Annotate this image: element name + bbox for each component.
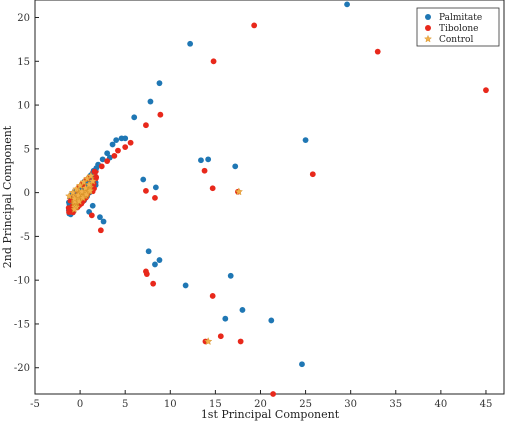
tibolone-point [115,147,121,154]
tibolone-point [97,227,104,234]
control-point [88,176,97,185]
palmitate-point [239,307,246,313]
palmitate-point [227,272,234,279]
tibolone-point [127,139,134,146]
palmitate-point [152,261,158,268]
y-tick-label: -10 [14,276,30,287]
y-tick-label: 0 [24,188,30,199]
tibolone-point [91,168,98,175]
control-cluster-point [70,205,79,213]
tibolone-point [143,268,149,275]
control-point [204,337,213,345]
palmitate-point [99,156,106,163]
palmitate-point [232,163,239,170]
palmitate-point [156,80,163,87]
tibolone-point [217,333,224,340]
y-tick-label: 10 [17,101,30,112]
palmitate-point [302,137,309,143]
y-tick-label: 15 [17,57,30,68]
y-axis-title: 2nd Principal Component [1,125,14,268]
palmitate-point [147,98,154,105]
x-tick-label: 10 [164,399,177,410]
x-tick-label: 45 [480,399,493,410]
palmitate-point [152,184,159,191]
y-tick-label: -20 [14,363,30,374]
palmitate-point [109,141,116,148]
tibolone-point [209,185,216,192]
tibolone-point [122,144,129,150]
palmitate-point [198,157,204,164]
tibolone-point [251,22,258,29]
tibolone-point [143,187,149,194]
x-tick-label: 5 [122,399,128,410]
tibolone-point [98,163,105,170]
legend-label-tibolone: Tibolone [439,24,478,34]
palmitate-point [131,114,138,121]
palmitate-point [268,317,275,324]
palmitate-point [344,1,350,8]
plot-area [34,0,505,395]
palmitate-point [113,137,120,143]
data-points [65,1,489,397]
axes-box [34,0,505,395]
x-tick-label: 40 [434,399,447,410]
legend-label-palmitate: Palmitate [439,13,482,23]
legend-label-control: Control [439,35,473,45]
legend-box [416,7,500,47]
legend-marker-tibolone [425,25,431,31]
x-tick-label: 25 [299,399,312,410]
palmitate-point [104,150,111,157]
y-tick-label: -5 [20,232,30,243]
palmitate-point [222,315,229,322]
palmitate-point [140,176,147,183]
palmitate-point [299,361,305,368]
palmitate-point [122,135,129,142]
palmitate-point [182,282,189,289]
tibolone-point [201,167,208,174]
x-tick-label: 20 [254,399,267,410]
tibolone-point [157,111,164,118]
tibolone-point [111,152,118,159]
tibolone-point [483,87,489,94]
tibolone-point [209,293,216,299]
palmitate-point [156,257,163,263]
y-tick-label: 20 [17,13,30,24]
control-point [234,187,243,196]
tibolone-point [104,158,111,165]
palmitate-point [187,40,194,47]
x-tick-label: 0 [77,399,83,410]
palmitate-point [97,214,103,221]
tibolone-point [88,212,95,219]
tibolone-point [152,194,158,201]
tibolone-point [143,122,149,129]
x-tick-label: 30 [344,399,357,410]
palmitate-point [100,218,107,225]
x-tick-label: -5 [30,399,40,410]
x-tick-label: 35 [389,399,402,410]
tibolone-point [374,48,381,55]
tibolone-point [270,391,277,397]
tibolone-cluster-point [66,209,72,215]
legend-marker-control [424,34,432,43]
tibolone-point [237,338,244,345]
x-axis-title: 1st Principal Component [201,408,340,421]
y-tick-label: -15 [14,319,30,330]
axis-ticks: -5 0 5 10 15 20 25 30 35 40 45 -20 -15 -10 -5 0 5 10 15 20 [14,13,492,410]
tibolone-point [150,280,157,287]
tibolone-point [309,171,316,178]
palmitate-point [205,156,212,163]
tibolone-point [210,58,217,65]
y-tick-label: 5 [24,144,30,155]
palmitate-point [89,202,96,209]
legend-marker-palmitate [425,14,431,20]
x-tick-label: 15 [209,399,222,410]
control-point [85,186,95,195]
palmitate-point [145,248,152,255]
